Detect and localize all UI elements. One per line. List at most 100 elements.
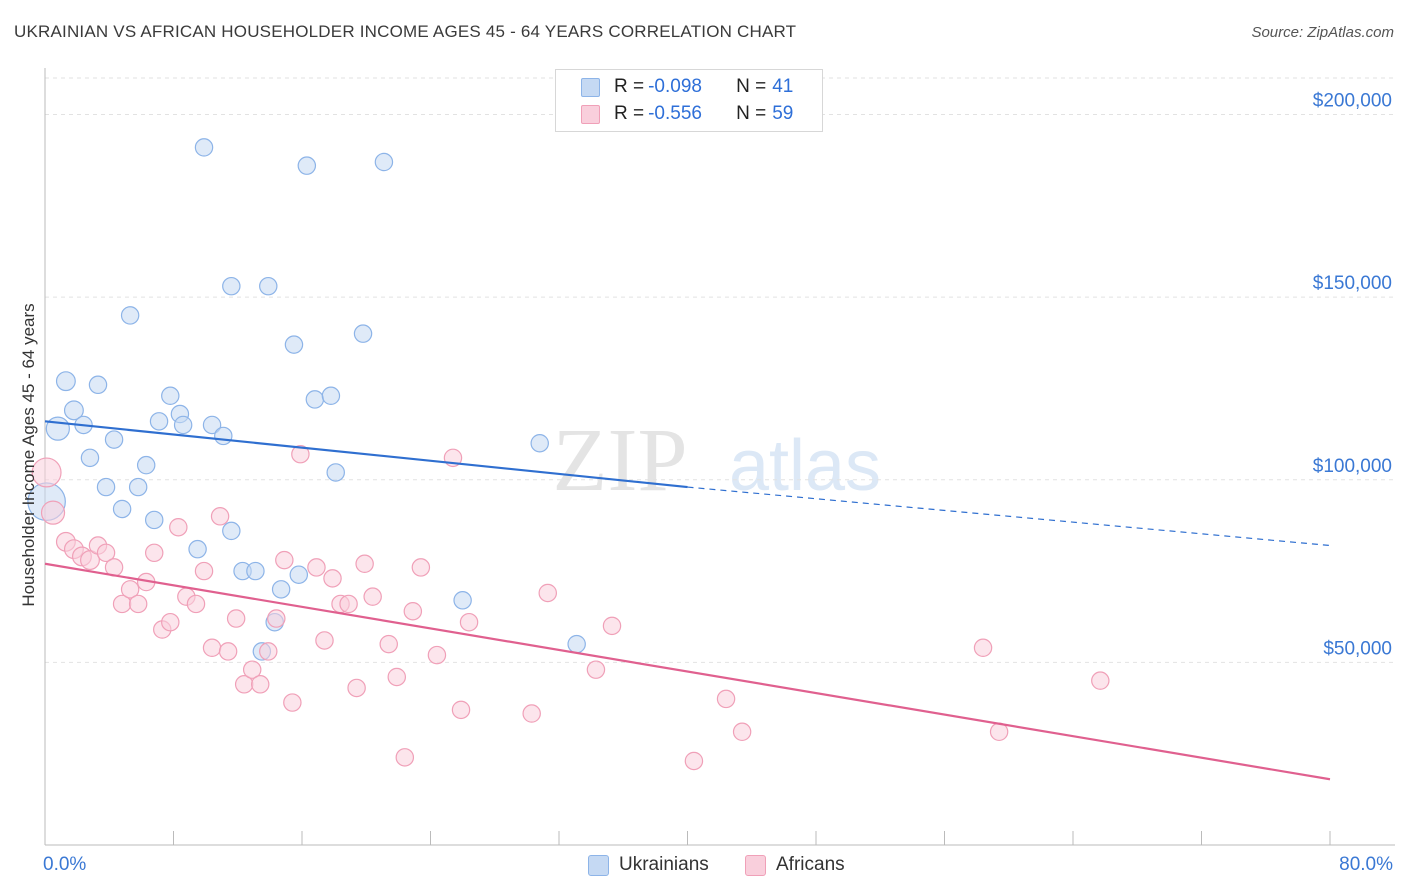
ukrainian-trend-line bbox=[44, 420, 688, 489]
ukrainian-point bbox=[246, 561, 265, 581]
african-point bbox=[323, 569, 342, 588]
ukrainian-point bbox=[297, 156, 317, 175]
y-tick-label: $50,000 bbox=[1323, 638, 1392, 659]
y-axis-label: Householder Income Ages 45 - 64 years bbox=[19, 303, 38, 607]
x-tick-label-max: 80.0% bbox=[1339, 854, 1393, 875]
ukrainian-point bbox=[374, 152, 394, 172]
ukrainians-legend-swatch bbox=[588, 854, 609, 876]
african-point bbox=[732, 722, 752, 742]
african-point bbox=[522, 704, 541, 723]
n-value: 59 bbox=[772, 103, 794, 124]
r-value: -0.556 bbox=[648, 103, 702, 124]
tick-labels: $50,000 $100,000 $150,000 $200,000 0.0% 80.0% bbox=[43, 91, 1393, 875]
r-label: R = bbox=[614, 103, 645, 124]
ukrainian-point bbox=[271, 580, 291, 599]
african-point bbox=[355, 554, 374, 574]
africans-swatch bbox=[581, 104, 600, 124]
african-point bbox=[267, 609, 286, 628]
african-point bbox=[186, 594, 206, 614]
african-trend-line bbox=[44, 562, 1331, 781]
african-point bbox=[459, 612, 479, 632]
african-point bbox=[202, 638, 222, 658]
y-tick-label: $200,000 bbox=[1313, 91, 1392, 112]
african-point bbox=[538, 583, 557, 603]
african-point bbox=[586, 660, 606, 679]
african-point bbox=[128, 594, 148, 614]
african-point bbox=[283, 693, 302, 712]
y-tick-label: $150,000 bbox=[1313, 273, 1392, 294]
ukrainian-point bbox=[259, 276, 278, 296]
african-point bbox=[40, 500, 66, 525]
african-point bbox=[602, 616, 622, 636]
ukrainian-point bbox=[161, 386, 180, 405]
ukrainian-point bbox=[284, 335, 304, 354]
ukrainian-point bbox=[305, 390, 325, 409]
african-point bbox=[427, 645, 447, 665]
african-point bbox=[291, 444, 310, 464]
ukrainian-point bbox=[202, 415, 222, 435]
r-label: R = bbox=[614, 76, 645, 97]
african-point bbox=[307, 558, 326, 577]
legend-row-africans: R = -0.556 N = 59 bbox=[556, 101, 793, 127]
ukrainian-point bbox=[173, 415, 193, 435]
ukrainian-point bbox=[63, 400, 84, 421]
ukrainian-point bbox=[321, 386, 341, 405]
ukrainian-point bbox=[104, 430, 124, 449]
african-point bbox=[395, 748, 415, 767]
ukrainian-point bbox=[194, 138, 214, 157]
african-point bbox=[973, 638, 993, 658]
axes bbox=[44, 68, 1395, 846]
ukrainian-point bbox=[353, 324, 373, 343]
ukrainian-point bbox=[188, 539, 207, 559]
legend-item-ukrainians[interactable]: Ukrainians bbox=[588, 852, 709, 878]
african-point bbox=[451, 700, 471, 720]
african-point bbox=[31, 457, 62, 488]
african-point bbox=[226, 609, 246, 628]
ukrainian-point bbox=[80, 448, 100, 468]
watermark-zip: ZIP bbox=[553, 411, 688, 510]
n-value: 41 bbox=[772, 76, 794, 97]
ukrainian-point bbox=[144, 510, 164, 530]
legend-label-ukrainians: Ukrainians bbox=[619, 854, 709, 875]
african-point bbox=[387, 667, 407, 687]
african-point bbox=[315, 631, 334, 650]
african-point bbox=[210, 507, 230, 526]
african-point bbox=[161, 612, 180, 632]
correlation-legend: R = -0.098 N = 41 R = -0.556 N = 59 bbox=[555, 69, 823, 132]
african-point bbox=[403, 602, 423, 621]
legend-label-africans: Africans bbox=[776, 854, 845, 875]
watermark-atlas: atlas bbox=[729, 426, 881, 506]
ukrainian-point bbox=[326, 463, 345, 482]
african-point bbox=[275, 550, 294, 570]
ukrainian-point bbox=[214, 426, 233, 446]
ukrainian-point bbox=[149, 412, 169, 431]
ukrainian-point bbox=[120, 306, 140, 325]
n-label: N = bbox=[736, 76, 767, 97]
african-point bbox=[684, 751, 704, 771]
ukrainian-point bbox=[88, 375, 108, 395]
african-point bbox=[169, 518, 188, 537]
n-label: N = bbox=[736, 103, 767, 124]
ukrainian-trend-extension bbox=[687, 486, 1331, 547]
ukrainian-point bbox=[45, 416, 70, 441]
ukrainian-point bbox=[453, 591, 472, 610]
african-point bbox=[347, 678, 366, 698]
y-tick-label: $100,000 bbox=[1313, 456, 1392, 477]
ukrainians-swatch bbox=[581, 77, 600, 97]
ukrainian-point bbox=[55, 371, 76, 392]
african-point bbox=[144, 543, 164, 563]
legend-item-africans[interactable]: Africans bbox=[745, 852, 845, 878]
series-legend: Ukrainians Africans bbox=[0, 852, 1406, 878]
chart-title: UKRAINIAN VS AFRICAN HOUSEHOLDER INCOME … bbox=[14, 22, 797, 41]
x-tick-label-min: 0.0% bbox=[43, 854, 86, 875]
ukrainian-point bbox=[96, 477, 116, 497]
african-point bbox=[250, 675, 270, 694]
trend-lines bbox=[44, 420, 1331, 781]
ukrainian-point bbox=[136, 455, 156, 475]
african-point bbox=[339, 594, 358, 614]
ukrainian-point bbox=[530, 433, 549, 453]
african-point bbox=[716, 689, 736, 709]
african-point bbox=[242, 660, 262, 679]
ukrainian-point bbox=[289, 565, 309, 584]
ukrainian-point bbox=[567, 634, 586, 654]
